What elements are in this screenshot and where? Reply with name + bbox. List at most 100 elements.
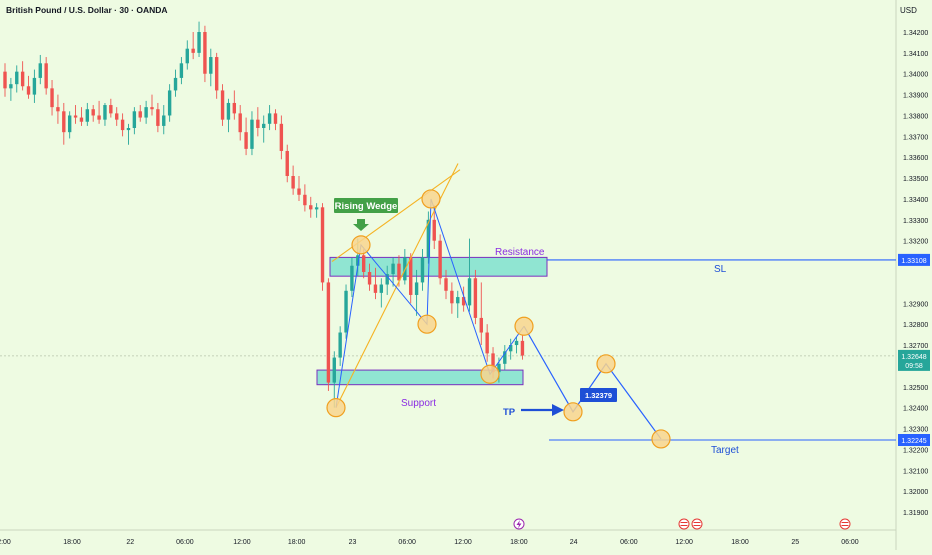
x-tick-label: 18:00 [63, 539, 81, 546]
candle-body [432, 219, 436, 241]
candle-body [9, 84, 13, 89]
candle-body [297, 188, 301, 195]
target-label: Target [711, 445, 739, 456]
candle-body [520, 340, 525, 356]
y-tick-label: 1.32100 [903, 468, 928, 475]
sl-label: SL [714, 264, 727, 275]
us-flag-icon[interactable] [678, 518, 690, 530]
candle-body [291, 176, 295, 189]
candle-body [303, 194, 307, 206]
pivot-circle[interactable] [351, 235, 371, 255]
projection-path[interactable] [523, 325, 662, 440]
x-tick-label: 18:00 [731, 539, 749, 546]
x-tick-label: 06:00 [398, 539, 416, 546]
y-tick-label: 1.32800 [903, 322, 928, 329]
target-price: 1.32245 [901, 438, 926, 445]
current-price: 1.32648 [901, 354, 926, 361]
pivot-circle[interactable] [596, 354, 616, 374]
x-tick-label: 12:00 [233, 539, 251, 546]
candle-body [473, 278, 478, 318]
y-tick-label: 1.33400 [903, 197, 928, 204]
candle-body [85, 109, 90, 122]
sl-price: 1.33108 [901, 258, 926, 265]
candle-body [244, 132, 248, 149]
candle-body [97, 115, 101, 120]
candle-body [503, 351, 507, 364]
pivot-circle[interactable] [480, 364, 500, 384]
rising-wedge-label-box[interactable] [334, 198, 398, 213]
candle-body [373, 284, 378, 293]
candle-body [485, 332, 489, 354]
x-tick-label: 18:00 [288, 539, 306, 546]
candle-body [20, 71, 25, 87]
pattern-zigzag[interactable] [335, 198, 525, 408]
candle-body [144, 107, 148, 118]
y-tick-label: 1.32500 [903, 385, 928, 392]
candle-body [203, 32, 207, 74]
candle-body [379, 284, 384, 293]
candle-body [338, 332, 342, 358]
candle-body [426, 219, 431, 258]
candle-body [279, 123, 284, 151]
candle-body [361, 255, 366, 272]
candle-body [209, 57, 213, 74]
pivot-circle[interactable] [651, 429, 671, 449]
y-tick-label: 1.33700 [903, 134, 928, 141]
candle-body [309, 205, 313, 210]
sl-price-box [898, 253, 930, 266]
y-tick-label: 1.33800 [903, 113, 928, 120]
x-tick-label: 06:00 [620, 539, 638, 546]
x-tick-label: 06:00 [176, 539, 194, 546]
candle-body [226, 102, 231, 120]
us-flag-icon[interactable] [839, 518, 851, 530]
candle-body [150, 107, 154, 110]
candle-body [15, 71, 19, 85]
tp-price: 1.32379 [585, 391, 612, 400]
candle-body [479, 317, 483, 333]
candle-body [179, 63, 184, 78]
candle-body [273, 113, 278, 124]
candle-body [67, 115, 72, 133]
candle-body [256, 119, 260, 128]
countdown: 09:58 [905, 363, 923, 370]
pivot-circle[interactable] [417, 314, 437, 334]
candle-body [444, 278, 448, 291]
y-tick-label: 1.33600 [903, 155, 928, 162]
pivot-circle[interactable] [514, 316, 534, 336]
candle-body [456, 297, 460, 304]
pivot-circle[interactable] [421, 189, 441, 209]
candle-body [115, 113, 119, 120]
candle-body [232, 102, 237, 114]
candle-body [214, 57, 219, 91]
support-zone[interactable] [316, 369, 524, 386]
candle-body [450, 290, 454, 304]
candle-body [514, 340, 519, 346]
candle-body [91, 109, 95, 116]
current-price-box [898, 349, 930, 371]
y-tick-label: 1.33500 [903, 176, 928, 183]
candle-body [350, 265, 354, 291]
candle-body [56, 107, 60, 112]
candle-body [267, 113, 272, 124]
candle-body [385, 274, 389, 285]
candle-body [126, 128, 131, 131]
tp-label: TP [503, 407, 516, 418]
candle-body [238, 113, 242, 133]
us-flag-icon[interactable] [691, 518, 703, 530]
pivot-circle[interactable] [326, 398, 346, 418]
y-tick-label: 1.32400 [903, 406, 928, 413]
candle-body [109, 105, 113, 114]
y-tick-label: 1.32700 [903, 343, 928, 350]
currency-label[interactable]: USD [900, 6, 917, 15]
candle-body [414, 282, 419, 295]
tp-price-box[interactable] [580, 388, 617, 402]
x-tick-label: 12:00 [0, 539, 11, 546]
y-tick-label: 1.32900 [903, 301, 928, 308]
candle-body [120, 119, 125, 131]
y-tick-label: 1.32200 [903, 447, 928, 454]
y-tick-label: 1.32000 [903, 489, 928, 496]
candle-body [467, 278, 472, 306]
pivot-circle[interactable] [563, 402, 583, 422]
